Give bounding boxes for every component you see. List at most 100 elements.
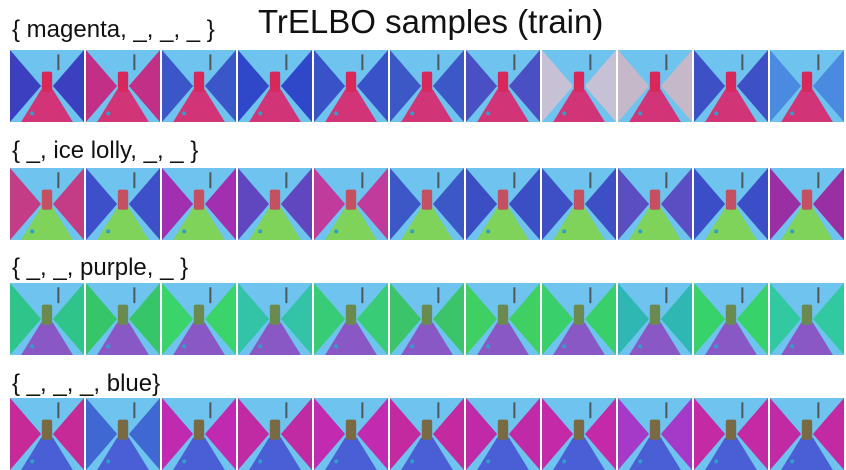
scene-shape (258, 111, 263, 116)
row-label-magenta: { magenta, _, _, _ } (12, 16, 215, 43)
scene-shape (193, 189, 205, 210)
sample-image (314, 50, 388, 122)
scene-shape (410, 459, 415, 464)
scene-shape (714, 111, 719, 116)
scene-shape (817, 287, 820, 304)
scene-shape (390, 168, 422, 240)
scene-shape (801, 419, 813, 440)
scene-shape (86, 168, 118, 240)
scene-shape (466, 398, 498, 470)
scene-shape (258, 229, 263, 234)
sample-image (314, 398, 388, 470)
scene-shape (589, 287, 592, 304)
scene-shape (741, 172, 744, 189)
scene-shape (649, 419, 661, 440)
scene-shape (486, 344, 491, 349)
scene-shape (497, 189, 509, 210)
row-label-purple: { _, _, purple, _ } (12, 254, 189, 281)
scene-shape (589, 172, 592, 189)
scene-shape (361, 54, 364, 71)
scene-shape (801, 304, 813, 325)
sample-image (466, 283, 540, 355)
scene-shape (770, 50, 802, 122)
scene-shape (542, 168, 574, 240)
scene-shape (421, 304, 433, 325)
scene-shape (589, 54, 592, 71)
sample-image (542, 50, 616, 122)
scene-shape (41, 189, 53, 210)
sample-image (86, 50, 160, 122)
scene-shape (665, 172, 668, 189)
scene-shape (660, 398, 692, 470)
scene-shape (812, 50, 844, 122)
scene-shape (421, 419, 433, 440)
scene-shape (725, 189, 737, 210)
scene-shape (573, 304, 585, 325)
scene-shape (437, 402, 440, 419)
scene-shape (356, 168, 388, 240)
scene-shape (649, 71, 661, 92)
scene-shape (497, 419, 509, 440)
scene-shape (618, 283, 650, 355)
sample-image (694, 168, 768, 240)
scene-shape (725, 419, 737, 440)
scene-shape (618, 168, 650, 240)
scene-shape (52, 50, 84, 122)
scene-shape (57, 54, 60, 71)
scene-shape (649, 304, 661, 325)
scene-shape (421, 71, 433, 92)
scene-shape (280, 283, 312, 355)
sample-strip-magenta (10, 50, 846, 122)
scene-shape (562, 344, 567, 349)
sample-image (542, 398, 616, 470)
scene-shape (725, 71, 737, 92)
scene-shape (204, 283, 236, 355)
scene-shape (117, 71, 129, 92)
scene-shape (182, 229, 187, 234)
scene-shape (345, 189, 357, 210)
scene-shape (508, 50, 540, 122)
scene-shape (694, 398, 726, 470)
scene-shape (542, 50, 574, 122)
scene-shape (238, 283, 270, 355)
sample-image (390, 283, 464, 355)
scene-shape (361, 402, 364, 419)
scene-shape (334, 459, 339, 464)
scene-shape (660, 283, 692, 355)
scene-shape (410, 111, 415, 116)
sample-image (10, 168, 84, 240)
scene-shape (638, 459, 643, 464)
sample-strip-blue (10, 398, 846, 470)
sample-image (466, 398, 540, 470)
sample-image (86, 168, 160, 240)
scene-shape (513, 402, 516, 419)
scene-shape (497, 304, 509, 325)
sample-image (162, 50, 236, 122)
scene-shape (817, 402, 820, 419)
scene-shape (209, 172, 212, 189)
sample-image (390, 168, 464, 240)
scene-shape (486, 229, 491, 234)
scene-shape (725, 304, 737, 325)
scene-shape (573, 189, 585, 210)
scene-shape (345, 419, 357, 440)
scene-shape (410, 344, 415, 349)
scene-shape (10, 50, 42, 122)
scene-shape (432, 50, 464, 122)
scene-shape (356, 398, 388, 470)
scene-shape (182, 459, 187, 464)
scene-shape (280, 50, 312, 122)
scene-shape (741, 54, 744, 71)
sample-image (86, 398, 160, 470)
sample-image (770, 283, 844, 355)
scene-shape (269, 189, 281, 210)
sample-image (770, 398, 844, 470)
scene-shape (128, 283, 160, 355)
scene-shape (238, 168, 270, 240)
scene-shape (193, 304, 205, 325)
scene-shape (162, 398, 194, 470)
scene-shape (584, 168, 616, 240)
scene-shape (204, 168, 236, 240)
scene-shape (280, 398, 312, 470)
sample-image (390, 398, 464, 470)
